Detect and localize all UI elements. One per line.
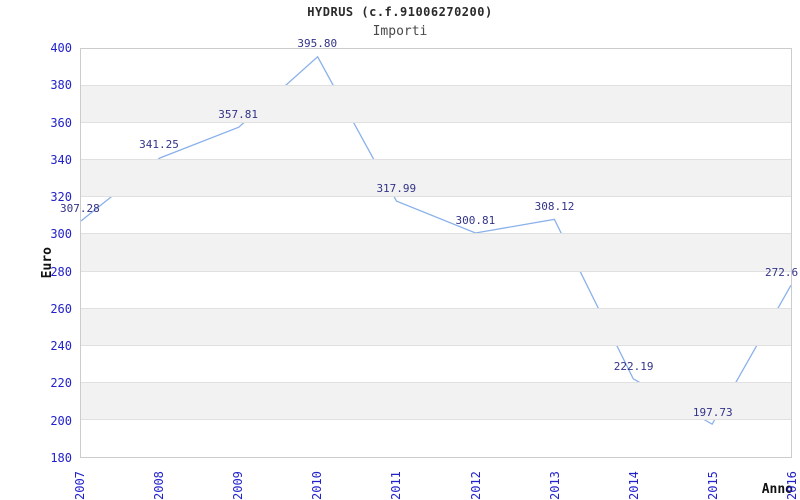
x-tick-label: 2015 (705, 471, 720, 500)
data-point-label: 300.81 (455, 213, 496, 227)
gridline (81, 122, 791, 124)
plot-band (81, 308, 791, 346)
x-axis-title: Anno (761, 482, 793, 497)
data-point-label: 308.12 (534, 200, 575, 214)
x-tick-label: 2011 (389, 471, 404, 500)
gridline (81, 270, 791, 272)
x-tick-label: 2012 (468, 471, 483, 500)
y-tick-label: 260 (50, 301, 72, 316)
plot-band (81, 382, 791, 420)
y-tick-label: 340 (50, 152, 72, 167)
gridline (81, 85, 791, 87)
data-point-label: 197.73 (692, 405, 733, 419)
plot-band (81, 234, 791, 272)
data-point-label: 395.80 (297, 36, 338, 50)
x-tick-label: 2007 (73, 471, 87, 500)
y-tick-label: 400 (50, 41, 72, 55)
plot-band (81, 86, 791, 124)
y-tick-label: 320 (50, 190, 72, 205)
data-point-label: 222.19 (613, 360, 654, 374)
chart-title: HYDRUS (c.f.91006270200) (307, 5, 493, 19)
y-tick-label: 220 (50, 376, 72, 391)
gridline (81, 418, 791, 420)
gridline (81, 307, 791, 309)
gridline (81, 159, 791, 161)
plot-area (80, 48, 792, 458)
x-tick-label: 2010 (310, 471, 325, 500)
gridline (81, 233, 791, 235)
x-tick-label: 2013 (547, 471, 562, 500)
gridline (81, 344, 791, 346)
y-tick-label: 300 (50, 227, 72, 242)
x-tick-label: 2016 (785, 471, 799, 500)
plot-band (81, 160, 791, 198)
y-tick-label: 280 (50, 264, 72, 279)
data-point-label: 307.28 (60, 201, 100, 215)
data-point-label: 341.25 (139, 138, 179, 152)
y-tick-label: 200 (50, 413, 72, 428)
y-tick-label: 360 (50, 115, 72, 130)
gridline (81, 381, 791, 383)
y-tick-label: 380 (50, 78, 72, 93)
data-point-label: 357.81 (218, 107, 258, 121)
y-tick-label: 180 (50, 451, 72, 465)
data-point-label: 317.99 (376, 181, 417, 195)
y-tick-label: 240 (50, 339, 72, 354)
x-tick-label: 2014 (626, 471, 641, 500)
x-tick-label: 2008 (152, 471, 167, 500)
chart-subtitle: Importi (372, 24, 428, 39)
gridline (81, 196, 791, 198)
x-tick-label: 2009 (231, 471, 246, 500)
data-point-label: 272.6 (765, 266, 799, 280)
